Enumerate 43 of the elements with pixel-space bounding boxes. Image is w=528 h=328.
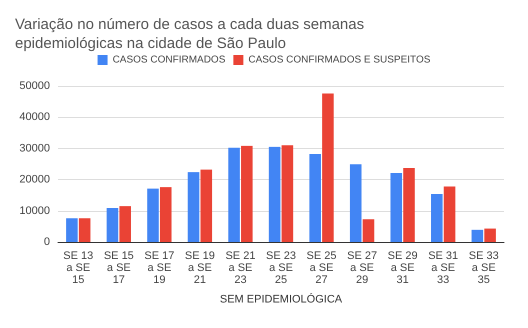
bar (484, 228, 496, 242)
bar (309, 154, 321, 242)
x-tick-label: SE 23 a SE 25 (266, 250, 296, 286)
x-tick-label: SE 29 a SE 31 (388, 250, 418, 286)
x-tick-label: SE 27 a SE 29 (347, 250, 378, 286)
y-tick-label: 10000 (19, 204, 50, 217)
x-tick-label: SE 25 a SE 27 (306, 250, 337, 286)
bar (200, 170, 212, 242)
x-tick-label: SE 33 a SE 35 (468, 250, 499, 286)
x-tick-label: SE 31 a SE 33 (428, 250, 458, 286)
x-tick-label: SE 21 a SE 23 (225, 250, 256, 286)
bar (119, 206, 131, 242)
bar (444, 186, 456, 242)
bar (350, 164, 362, 242)
bar (241, 146, 253, 242)
x-tick-label: SE 19 a SE 21 (184, 250, 215, 286)
bar (228, 148, 240, 242)
bar (188, 172, 200, 242)
bar (66, 218, 78, 242)
bar (282, 145, 294, 242)
bar (472, 230, 484, 242)
bar (362, 219, 374, 242)
bar (147, 188, 159, 242)
legend-label: CASOS CONFIRMADOS E SUSPEITOS (248, 54, 431, 66)
y-tick-label: 20000 (19, 174, 50, 186)
chart-title: Variação no número de casos a cada duas semanas epidemiológicas na cidade de São Paulo (15, 16, 364, 52)
bar (403, 168, 415, 242)
x-axis-title: SEM EPIDEMIOLÓGICA (220, 292, 343, 306)
legend-label: CASOS CONFIRMADOS (112, 54, 226, 66)
x-tick-label: SE 13 a SE 15 (63, 250, 94, 286)
bar (431, 194, 443, 242)
y-tick-label: 0 (44, 236, 50, 248)
bar (78, 218, 90, 242)
y-tick-label: 50000 (19, 80, 50, 92)
bar (106, 208, 118, 242)
bar (390, 173, 402, 242)
bar (268, 146, 280, 242)
bar (160, 187, 172, 242)
y-tick-label: 30000 (19, 142, 50, 154)
bar (322, 93, 334, 242)
x-tick-label: SE 15 a SE 17 (104, 250, 134, 286)
x-tick-label: SE 17 a SE 19 (144, 250, 174, 286)
y-tick-label: 40000 (19, 111, 50, 124)
